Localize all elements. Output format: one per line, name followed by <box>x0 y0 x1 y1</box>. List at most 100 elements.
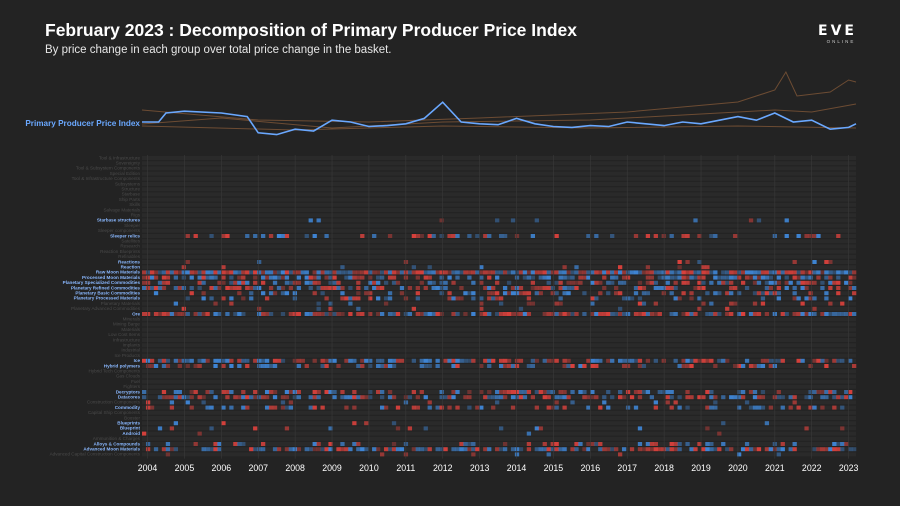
heatmap-cell <box>288 390 294 394</box>
heatmap-cell <box>185 364 190 368</box>
heatmap-cell <box>748 270 754 275</box>
chart-title: February 2023 : Decomposition of Primary… <box>45 20 577 40</box>
heatmap-cell <box>471 442 476 446</box>
heatmap-cell <box>491 395 496 400</box>
heatmap-cell <box>304 270 309 275</box>
heatmap-cell <box>161 286 167 290</box>
heatmap-cell <box>253 447 258 452</box>
heatmap-cell <box>149 286 155 290</box>
heatmap-cell <box>372 270 377 275</box>
heatmap-cell <box>324 296 329 301</box>
heatmap-cell <box>173 270 178 275</box>
heatmap-cell <box>348 270 353 275</box>
heatmap-row-track <box>142 410 856 415</box>
heatmap-cell <box>792 286 797 290</box>
heatmap-row-track <box>142 348 856 353</box>
heatmap-cell <box>391 395 397 400</box>
heatmap-cell <box>637 364 643 368</box>
heatmap-cell <box>499 312 504 316</box>
heatmap-cell <box>685 270 690 275</box>
x-tick-label: 2019 <box>691 463 711 473</box>
heatmap-cell <box>542 286 547 290</box>
heatmap-cell <box>574 312 579 316</box>
heatmap-cell <box>844 270 849 275</box>
heatmap-cell <box>748 405 754 410</box>
heatmap-cell <box>677 447 682 452</box>
heatmap-cell <box>245 286 250 290</box>
heatmap-cell <box>733 364 738 368</box>
heatmap-cell <box>380 452 385 457</box>
heatmap-cell <box>312 312 317 316</box>
heatmap-cell <box>661 358 666 363</box>
heatmap-cell <box>836 442 841 446</box>
heatmap-cell <box>471 280 476 285</box>
heatmap-cell <box>677 275 682 280</box>
heatmap-cell <box>368 270 373 275</box>
heatmap-cell <box>506 280 512 285</box>
x-tick-label: 2012 <box>433 463 453 473</box>
heatmap-cell <box>447 358 452 363</box>
heatmap-cell <box>419 364 424 368</box>
heatmap-cell <box>253 395 258 400</box>
heatmap-row-track <box>142 332 856 337</box>
heatmap-cell <box>768 286 773 290</box>
heatmap-cell <box>645 265 651 270</box>
heatmap-cell <box>582 275 587 280</box>
heatmap-cell <box>792 291 797 296</box>
heatmap-cell <box>828 286 833 290</box>
heatmap-cell <box>848 275 853 280</box>
heatmap-cell <box>173 286 178 290</box>
heatmap-cell <box>376 296 381 301</box>
heatmap-cell <box>423 275 428 280</box>
heatmap-cell <box>538 275 543 280</box>
heatmap-cell <box>142 395 147 400</box>
heatmap-cell <box>332 275 337 280</box>
heatmap-cell <box>229 296 234 301</box>
x-tick-label: 2011 <box>396 463 415 473</box>
heatmap-cell <box>427 270 432 275</box>
heatmap-cell <box>296 364 301 368</box>
heatmap-cell <box>376 364 381 368</box>
heatmap-cell <box>653 234 658 238</box>
heatmap-cell <box>296 358 301 363</box>
heatmap-cell <box>324 312 329 316</box>
heatmap-row-label: Ice Products <box>114 353 140 358</box>
heatmap-cell <box>169 426 175 431</box>
heatmap-cell <box>487 234 492 238</box>
heatmap-cell <box>217 286 222 290</box>
heatmap-row-label: Implants <box>123 343 141 348</box>
heatmap-cell <box>284 390 290 394</box>
heatmap-cell <box>796 270 801 275</box>
heatmap-cell <box>380 395 385 400</box>
heatmap-cell <box>594 442 599 446</box>
heatmap-cell <box>268 286 274 290</box>
heatmap-cell <box>840 405 845 410</box>
heatmap-cell <box>225 390 230 394</box>
heatmap-cell <box>756 275 762 280</box>
heatmap-row-track <box>142 166 856 171</box>
heatmap-cell <box>633 234 639 238</box>
heatmap-cell <box>217 280 222 285</box>
heatmap-cell <box>574 442 579 446</box>
heatmap-cell <box>261 234 266 238</box>
heatmap-cell <box>253 358 258 363</box>
heatmap-cell <box>562 364 567 368</box>
heatmap-cell <box>407 286 413 290</box>
heatmap-cell <box>399 291 405 296</box>
heatmap-row-label: Sovereignty <box>116 161 141 166</box>
heatmap-cell <box>812 358 817 363</box>
heatmap-cell <box>491 296 496 301</box>
heatmap-cell <box>364 358 369 363</box>
heatmap-cell <box>721 442 726 446</box>
heatmap-cell <box>546 358 551 363</box>
heatmap-cell <box>510 218 516 223</box>
heatmap-cell <box>257 286 262 290</box>
heatmap-cell <box>657 270 662 275</box>
heatmap-cell <box>776 452 781 457</box>
heatmap-cell <box>471 270 476 275</box>
heatmap-cell <box>629 447 635 452</box>
heatmap-cell <box>760 275 766 280</box>
heatmap-cell <box>173 390 178 394</box>
heatmap-cell <box>197 312 202 316</box>
